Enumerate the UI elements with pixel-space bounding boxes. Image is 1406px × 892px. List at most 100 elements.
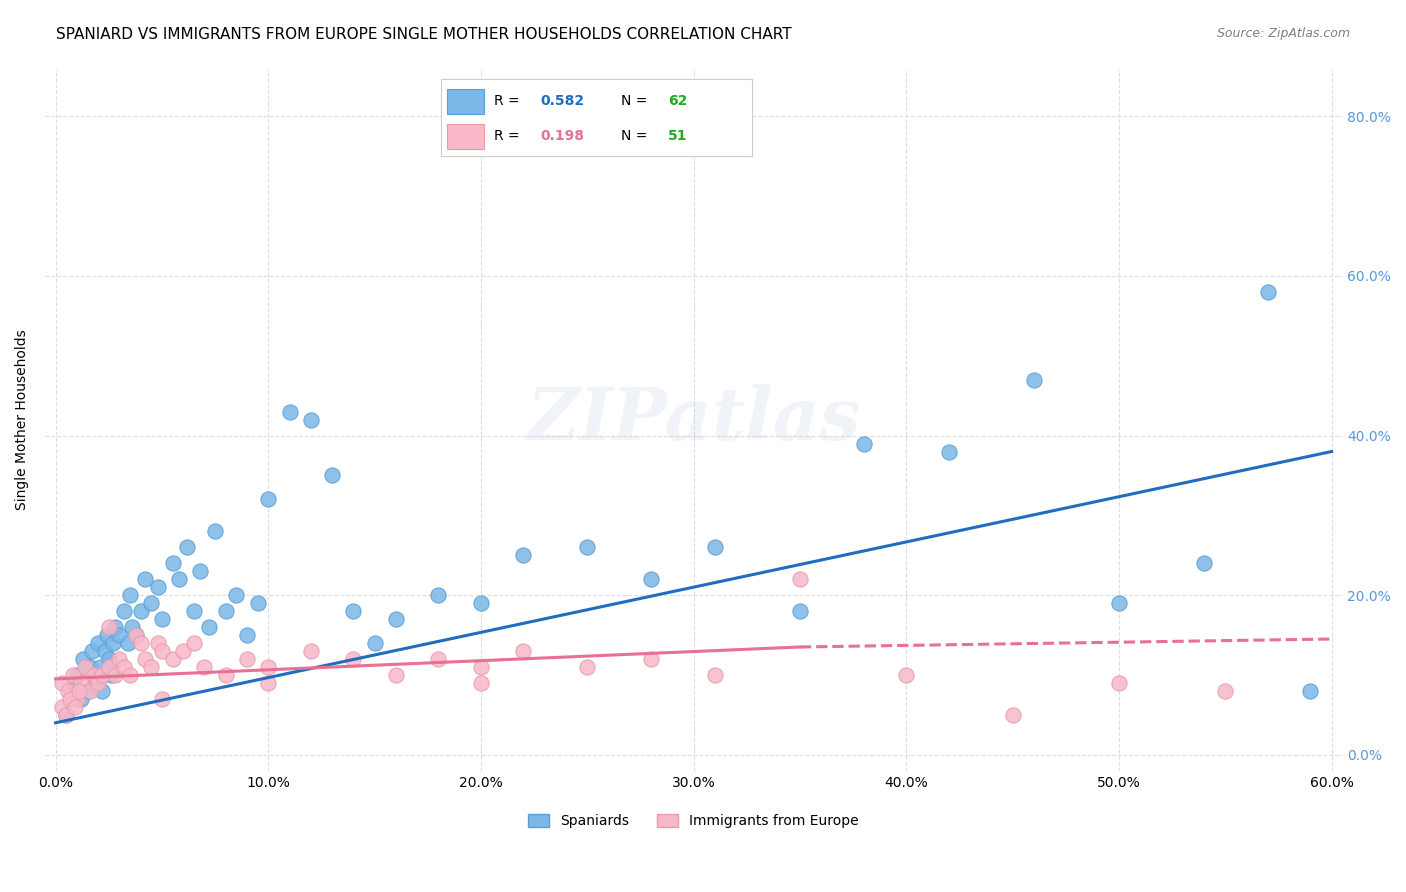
Immigrants from Europe [172, 644, 194, 658]
Spaniards [97, 652, 120, 666]
Legend: Spaniards, Immigrants from Europe: Spaniards, Immigrants from Europe [523, 809, 865, 834]
Immigrants from Europe [896, 668, 918, 682]
Immigrants from Europe [1108, 676, 1130, 690]
Spaniards [1299, 684, 1322, 698]
Spaniards [576, 541, 599, 555]
Spaniards [72, 652, 94, 666]
Immigrants from Europe [108, 652, 131, 666]
Spaniards [385, 612, 408, 626]
Spaniards [70, 691, 93, 706]
Immigrants from Europe [75, 660, 97, 674]
Immigrants from Europe [703, 668, 725, 682]
Spaniards [62, 676, 84, 690]
Immigrants from Europe [51, 699, 73, 714]
Spaniards [96, 628, 118, 642]
Spaniards [66, 668, 89, 682]
Immigrants from Europe [470, 676, 492, 690]
Immigrants from Europe [87, 676, 110, 690]
Spaniards [91, 684, 114, 698]
Immigrants from Europe [58, 684, 80, 698]
Immigrants from Europe [62, 668, 84, 682]
Immigrants from Europe [97, 620, 120, 634]
Spaniards [852, 436, 875, 450]
Spaniards [93, 644, 115, 658]
Spaniards [55, 707, 77, 722]
Spaniards [117, 636, 139, 650]
Spaniards [80, 644, 103, 658]
Immigrants from Europe [83, 668, 105, 682]
Immigrants from Europe [51, 676, 73, 690]
Immigrants from Europe [162, 652, 184, 666]
Spaniards [162, 556, 184, 570]
Immigrants from Europe [118, 668, 141, 682]
Immigrants from Europe [129, 636, 152, 650]
Spaniards [703, 541, 725, 555]
Spaniards [121, 620, 143, 634]
Spaniards [197, 620, 219, 634]
Spaniards [246, 596, 269, 610]
Immigrants from Europe [193, 660, 215, 674]
Spaniards [938, 444, 960, 458]
Immigrants from Europe [66, 691, 89, 706]
Immigrants from Europe [134, 652, 156, 666]
Spaniards [83, 676, 105, 690]
Immigrants from Europe [141, 660, 163, 674]
Immigrants from Europe [70, 676, 93, 690]
Immigrants from Europe [427, 652, 450, 666]
Immigrants from Europe [1001, 707, 1024, 722]
Spaniards [108, 628, 131, 642]
Spaniards [129, 604, 152, 618]
Spaniards [1022, 373, 1045, 387]
Spaniards [470, 596, 492, 610]
Immigrants from Europe [1213, 684, 1236, 698]
Spaniards [134, 572, 156, 586]
Spaniards [167, 572, 190, 586]
Immigrants from Europe [385, 668, 408, 682]
Immigrants from Europe [112, 660, 135, 674]
Spaniards [141, 596, 163, 610]
Spaniards [236, 628, 259, 642]
Immigrants from Europe [55, 707, 77, 722]
Immigrants from Europe [789, 572, 811, 586]
Immigrants from Europe [125, 628, 148, 642]
Spaniards [1257, 285, 1279, 299]
Spaniards [89, 660, 111, 674]
Spaniards [321, 468, 343, 483]
Spaniards [299, 412, 322, 426]
Spaniards [215, 604, 238, 618]
Immigrants from Europe [104, 668, 127, 682]
Immigrants from Europe [146, 636, 169, 650]
Spaniards [225, 588, 247, 602]
Y-axis label: Single Mother Households: Single Mother Households [15, 329, 30, 510]
Spaniards [188, 564, 211, 578]
Immigrants from Europe [59, 691, 82, 706]
Immigrants from Europe [97, 660, 120, 674]
Spaniards [183, 604, 205, 618]
Immigrants from Europe [236, 652, 259, 666]
Immigrants from Europe [512, 644, 534, 658]
Immigrants from Europe [215, 668, 238, 682]
Immigrants from Europe [183, 636, 205, 650]
Immigrants from Europe [640, 652, 662, 666]
Text: Source: ZipAtlas.com: Source: ZipAtlas.com [1216, 27, 1350, 40]
Spaniards [512, 548, 534, 562]
Immigrants from Europe [67, 684, 90, 698]
Text: SPANIARD VS IMMIGRANTS FROM EUROPE SINGLE MOTHER HOUSEHOLDS CORRELATION CHART: SPANIARD VS IMMIGRANTS FROM EUROPE SINGL… [56, 27, 792, 42]
Spaniards [427, 588, 450, 602]
Immigrants from Europe [257, 676, 280, 690]
Spaniards [640, 572, 662, 586]
Spaniards [146, 580, 169, 594]
Spaniards [100, 668, 122, 682]
Immigrants from Europe [150, 644, 173, 658]
Immigrants from Europe [63, 699, 86, 714]
Immigrants from Europe [342, 652, 364, 666]
Spaniards [1108, 596, 1130, 610]
Spaniards [150, 612, 173, 626]
Spaniards [363, 636, 385, 650]
Immigrants from Europe [91, 668, 114, 682]
Spaniards [118, 588, 141, 602]
Spaniards [76, 684, 98, 698]
Spaniards [278, 404, 301, 418]
Spaniards [104, 620, 127, 634]
Spaniards [789, 604, 811, 618]
